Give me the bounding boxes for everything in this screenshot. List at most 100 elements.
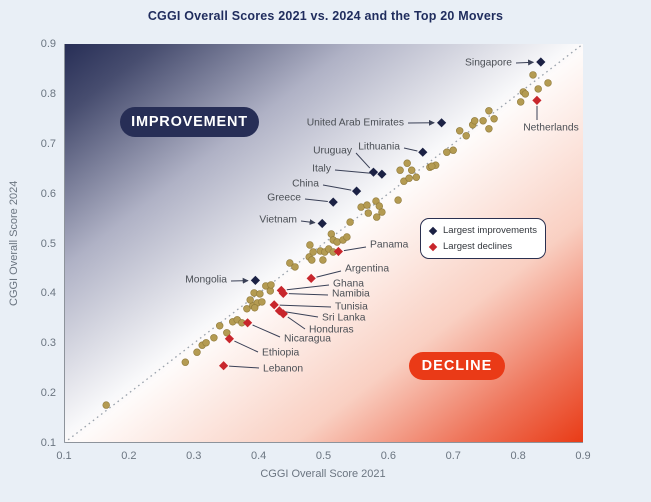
mover-label: Greece [267,193,301,204]
country-dot [412,173,420,181]
country-dot [471,117,479,125]
x-tick-label: 0.2 [121,450,137,462]
leader-line [355,152,371,169]
mover-label: Ghana [333,279,364,290]
country-dot [490,115,498,123]
country-dot [181,358,190,366]
y-axis-title: CGGI Overall Score 2024 [8,180,20,307]
country-dot [246,296,254,304]
country-dot [102,401,110,409]
y-tick-label: 0.9 [40,38,56,50]
leader-line [284,311,319,318]
mover-label: United Arab Emirates [307,118,404,129]
country-dot [443,148,451,156]
chart-title: CGGI Overall Scores 2021 vs. 2024 and th… [147,9,504,23]
country-dot [479,117,487,125]
country-dot [308,256,316,264]
country-dot [363,201,371,209]
x-tick-label: 0.3 [186,450,202,462]
mover-label: Lithuania [358,142,400,153]
mover-label: Sri Lanka [322,313,366,324]
country-dot [210,334,218,342]
country-dot [529,71,537,79]
mover-marker [306,273,316,283]
legend-label-declines: Largest declines [443,241,513,252]
leader-line [286,284,330,291]
country-dot [286,259,294,267]
mover-marker [243,318,253,328]
x-tick-label: 0.7 [445,450,461,462]
mover-marker [368,167,379,177]
country-dot [485,107,493,115]
mover-marker [437,118,447,128]
y-tick-label: 0.5 [40,237,56,250]
mover-label: Vietnam [259,215,297,226]
country-dot [193,348,201,356]
mover-label: Nicaragua [284,334,331,345]
x-tick-label: 0.9 [575,450,591,462]
mover-label: Italy [312,164,332,175]
leader-line [334,169,377,175]
x-tick-label: 0.8 [510,450,526,462]
country-dot [544,79,552,87]
country-dot [449,146,457,154]
legend-label-improvements: Largest improvements [443,225,537,236]
country-dot [485,125,493,133]
mover-marker [219,361,229,371]
y-tick-label: 0.3 [40,337,56,350]
country-dot [306,241,314,249]
country-dot [378,208,386,216]
country-dot [346,218,354,226]
y-tick-label: 0.4 [40,287,56,300]
country-dot [223,329,231,337]
country-dot [521,90,529,98]
mover-marker [250,275,260,285]
country-dot [517,98,525,106]
mover-marker [377,169,387,179]
leader-line [316,270,342,278]
country-dot [428,162,436,170]
country-dot [343,233,351,241]
legend: Largest improvements Largest declines [420,218,546,259]
legend-item-declines: Largest declines [428,241,536,252]
y-tick-label: 0.6 [40,187,56,200]
leader-line [287,316,306,330]
country-dot [394,196,402,204]
country-dot [319,256,327,264]
decline-region-badge: DECLINE [409,352,505,380]
mover-marker [352,186,362,196]
leader-line [279,304,332,308]
mover-label: Honduras [309,325,354,336]
country-dot [403,159,411,167]
leader-line [234,340,259,353]
mover-label: Namibia [332,289,370,300]
mover-marker [328,197,338,207]
x-axis-title: CGGI Overall Score 2021 [260,468,386,480]
x-tick-label: 0.6 [380,450,397,462]
y-tick-label: 0.1 [40,437,56,449]
mover-label: Netherlands [523,123,579,134]
leader-line [288,293,329,296]
country-dot [267,281,275,289]
leader-line [515,59,535,66]
mover-marker [418,147,428,157]
mover-marker [278,288,288,298]
mover-label: Lebanon [263,364,303,375]
mover-marker [333,246,343,257]
mover-label: Argentina [345,264,389,275]
x-tick-label: 0.1 [56,450,72,462]
country-dot [258,298,266,306]
mover-label: Uruguay [313,146,353,157]
country-dot [202,339,210,347]
country-dot [462,132,470,140]
country-dot [373,213,381,221]
improvement-diamond-icon [428,226,438,235]
mover-label: Ethiopia [262,348,299,359]
leader-line [304,198,328,202]
leader-line [403,147,418,152]
country-dot [291,263,299,271]
country-dot [243,305,251,313]
y-tick-label: 0.2 [40,387,56,400]
leader-line [252,324,281,338]
